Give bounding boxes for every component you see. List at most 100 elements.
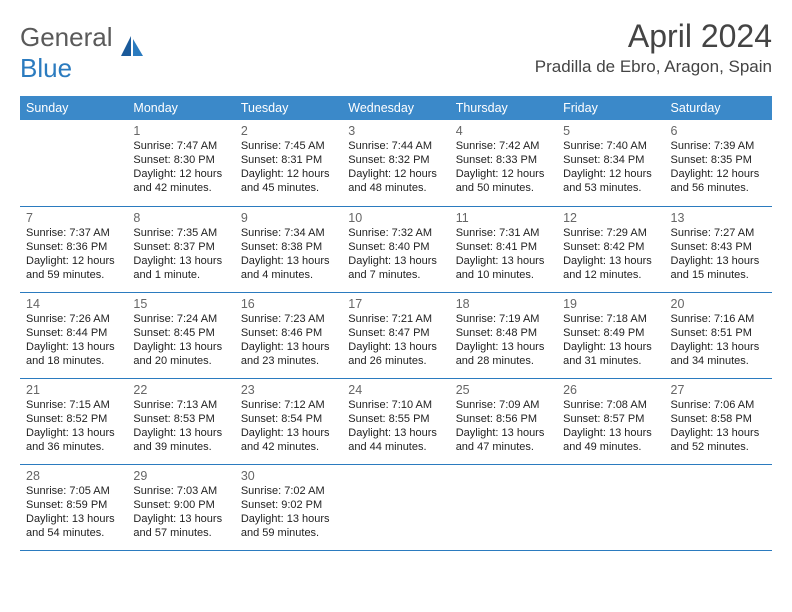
weekday-header: Wednesday [342,96,449,120]
weekday-header: Monday [127,96,234,120]
calendar-cell: 1Sunrise: 7:47 AMSunset: 8:30 PMDaylight… [127,120,234,206]
day-number: 27 [671,383,766,397]
sail-icon [117,34,147,65]
day-number: 22 [133,383,228,397]
logo-word-general: General [20,22,113,52]
calendar-cell: 8Sunrise: 7:35 AMSunset: 8:37 PMDaylight… [127,206,234,292]
day-details: Sunrise: 7:13 AMSunset: 8:53 PMDaylight:… [133,398,228,454]
calendar-cell: 21Sunrise: 7:15 AMSunset: 8:52 PMDayligh… [20,378,127,464]
weekday-header: Thursday [450,96,557,120]
weekday-header: Saturday [665,96,772,120]
day-details: Sunrise: 7:12 AMSunset: 8:54 PMDaylight:… [241,398,336,454]
calendar-cell: 27Sunrise: 7:06 AMSunset: 8:58 PMDayligh… [665,378,772,464]
day-details: Sunrise: 7:47 AMSunset: 8:30 PMDaylight:… [133,139,228,195]
day-number: 29 [133,469,228,483]
day-details: Sunrise: 7:06 AMSunset: 8:58 PMDaylight:… [671,398,766,454]
logo-word-blue: Blue [20,53,72,83]
day-number: 4 [456,124,551,138]
day-number: 12 [563,211,658,225]
calendar-cell [557,464,664,550]
day-number: 23 [241,383,336,397]
day-number: 24 [348,383,443,397]
day-number: 17 [348,297,443,311]
calendar-cell: 19Sunrise: 7:18 AMSunset: 8:49 PMDayligh… [557,292,664,378]
calendar-cell [20,120,127,206]
day-number: 15 [133,297,228,311]
day-details: Sunrise: 7:31 AMSunset: 8:41 PMDaylight:… [456,226,551,282]
day-details: Sunrise: 7:37 AMSunset: 8:36 PMDaylight:… [26,226,121,282]
day-details: Sunrise: 7:24 AMSunset: 8:45 PMDaylight:… [133,312,228,368]
calendar-cell: 5Sunrise: 7:40 AMSunset: 8:34 PMDaylight… [557,120,664,206]
day-number: 19 [563,297,658,311]
calendar-cell: 26Sunrise: 7:08 AMSunset: 8:57 PMDayligh… [557,378,664,464]
calendar-cell: 18Sunrise: 7:19 AMSunset: 8:48 PMDayligh… [450,292,557,378]
day-number: 18 [456,297,551,311]
day-details: Sunrise: 7:23 AMSunset: 8:46 PMDaylight:… [241,312,336,368]
calendar-cell: 13Sunrise: 7:27 AMSunset: 8:43 PMDayligh… [665,206,772,292]
day-details: Sunrise: 7:40 AMSunset: 8:34 PMDaylight:… [563,139,658,195]
weekday-header: Tuesday [235,96,342,120]
weekday-header: Friday [557,96,664,120]
day-details: Sunrise: 7:34 AMSunset: 8:38 PMDaylight:… [241,226,336,282]
calendar-cell: 15Sunrise: 7:24 AMSunset: 8:45 PMDayligh… [127,292,234,378]
day-number: 25 [456,383,551,397]
calendar-cell: 11Sunrise: 7:31 AMSunset: 8:41 PMDayligh… [450,206,557,292]
calendar-cell: 25Sunrise: 7:09 AMSunset: 8:56 PMDayligh… [450,378,557,464]
calendar-cell: 10Sunrise: 7:32 AMSunset: 8:40 PMDayligh… [342,206,449,292]
calendar-cell: 9Sunrise: 7:34 AMSunset: 8:38 PMDaylight… [235,206,342,292]
calendar-cell: 4Sunrise: 7:42 AMSunset: 8:33 PMDaylight… [450,120,557,206]
calendar-row: 7Sunrise: 7:37 AMSunset: 8:36 PMDaylight… [20,206,772,292]
calendar-cell [342,464,449,550]
day-number: 21 [26,383,121,397]
calendar-cell: 16Sunrise: 7:23 AMSunset: 8:46 PMDayligh… [235,292,342,378]
calendar-cell: 20Sunrise: 7:16 AMSunset: 8:51 PMDayligh… [665,292,772,378]
day-details: Sunrise: 7:35 AMSunset: 8:37 PMDaylight:… [133,226,228,282]
location: Pradilla de Ebro, Aragon, Spain [535,57,772,77]
logo: General Blue [20,22,147,84]
day-number: 10 [348,211,443,225]
day-details: Sunrise: 7:26 AMSunset: 8:44 PMDaylight:… [26,312,121,368]
day-number: 6 [671,124,766,138]
day-number: 7 [26,211,121,225]
day-details: Sunrise: 7:02 AMSunset: 9:02 PMDaylight:… [241,484,336,540]
day-number: 28 [26,469,121,483]
calendar-row: 14Sunrise: 7:26 AMSunset: 8:44 PMDayligh… [20,292,772,378]
calendar-cell: 30Sunrise: 7:02 AMSunset: 9:02 PMDayligh… [235,464,342,550]
calendar-body: 1Sunrise: 7:47 AMSunset: 8:30 PMDaylight… [20,120,772,550]
day-details: Sunrise: 7:05 AMSunset: 8:59 PMDaylight:… [26,484,121,540]
calendar-cell: 29Sunrise: 7:03 AMSunset: 9:00 PMDayligh… [127,464,234,550]
day-number: 13 [671,211,766,225]
calendar-cell: 17Sunrise: 7:21 AMSunset: 8:47 PMDayligh… [342,292,449,378]
calendar-cell: 12Sunrise: 7:29 AMSunset: 8:42 PMDayligh… [557,206,664,292]
day-details: Sunrise: 7:39 AMSunset: 8:35 PMDaylight:… [671,139,766,195]
calendar-cell: 22Sunrise: 7:13 AMSunset: 8:53 PMDayligh… [127,378,234,464]
day-details: Sunrise: 7:27 AMSunset: 8:43 PMDaylight:… [671,226,766,282]
day-number: 20 [671,297,766,311]
day-details: Sunrise: 7:16 AMSunset: 8:51 PMDaylight:… [671,312,766,368]
day-details: Sunrise: 7:32 AMSunset: 8:40 PMDaylight:… [348,226,443,282]
day-details: Sunrise: 7:10 AMSunset: 8:55 PMDaylight:… [348,398,443,454]
calendar-cell: 3Sunrise: 7:44 AMSunset: 8:32 PMDaylight… [342,120,449,206]
day-details: Sunrise: 7:21 AMSunset: 8:47 PMDaylight:… [348,312,443,368]
calendar-cell: 2Sunrise: 7:45 AMSunset: 8:31 PMDaylight… [235,120,342,206]
day-details: Sunrise: 7:03 AMSunset: 9:00 PMDaylight:… [133,484,228,540]
weekday-header: Sunday [20,96,127,120]
calendar-cell: 7Sunrise: 7:37 AMSunset: 8:36 PMDaylight… [20,206,127,292]
calendar-cell: 24Sunrise: 7:10 AMSunset: 8:55 PMDayligh… [342,378,449,464]
header: General Blue April 2024 Pradilla de Ebro… [20,18,772,84]
day-number: 5 [563,124,658,138]
calendar-cell: 6Sunrise: 7:39 AMSunset: 8:35 PMDaylight… [665,120,772,206]
calendar-cell [665,464,772,550]
day-number: 3 [348,124,443,138]
calendar-cell: 28Sunrise: 7:05 AMSunset: 8:59 PMDayligh… [20,464,127,550]
day-number: 30 [241,469,336,483]
day-details: Sunrise: 7:15 AMSunset: 8:52 PMDaylight:… [26,398,121,454]
day-number: 16 [241,297,336,311]
calendar-table: SundayMondayTuesdayWednesdayThursdayFrid… [20,96,772,551]
page-title: April 2024 [535,18,772,55]
day-number: 2 [241,124,336,138]
day-details: Sunrise: 7:44 AMSunset: 8:32 PMDaylight:… [348,139,443,195]
calendar-cell: 23Sunrise: 7:12 AMSunset: 8:54 PMDayligh… [235,378,342,464]
day-details: Sunrise: 7:19 AMSunset: 8:48 PMDaylight:… [456,312,551,368]
calendar-cell: 14Sunrise: 7:26 AMSunset: 8:44 PMDayligh… [20,292,127,378]
